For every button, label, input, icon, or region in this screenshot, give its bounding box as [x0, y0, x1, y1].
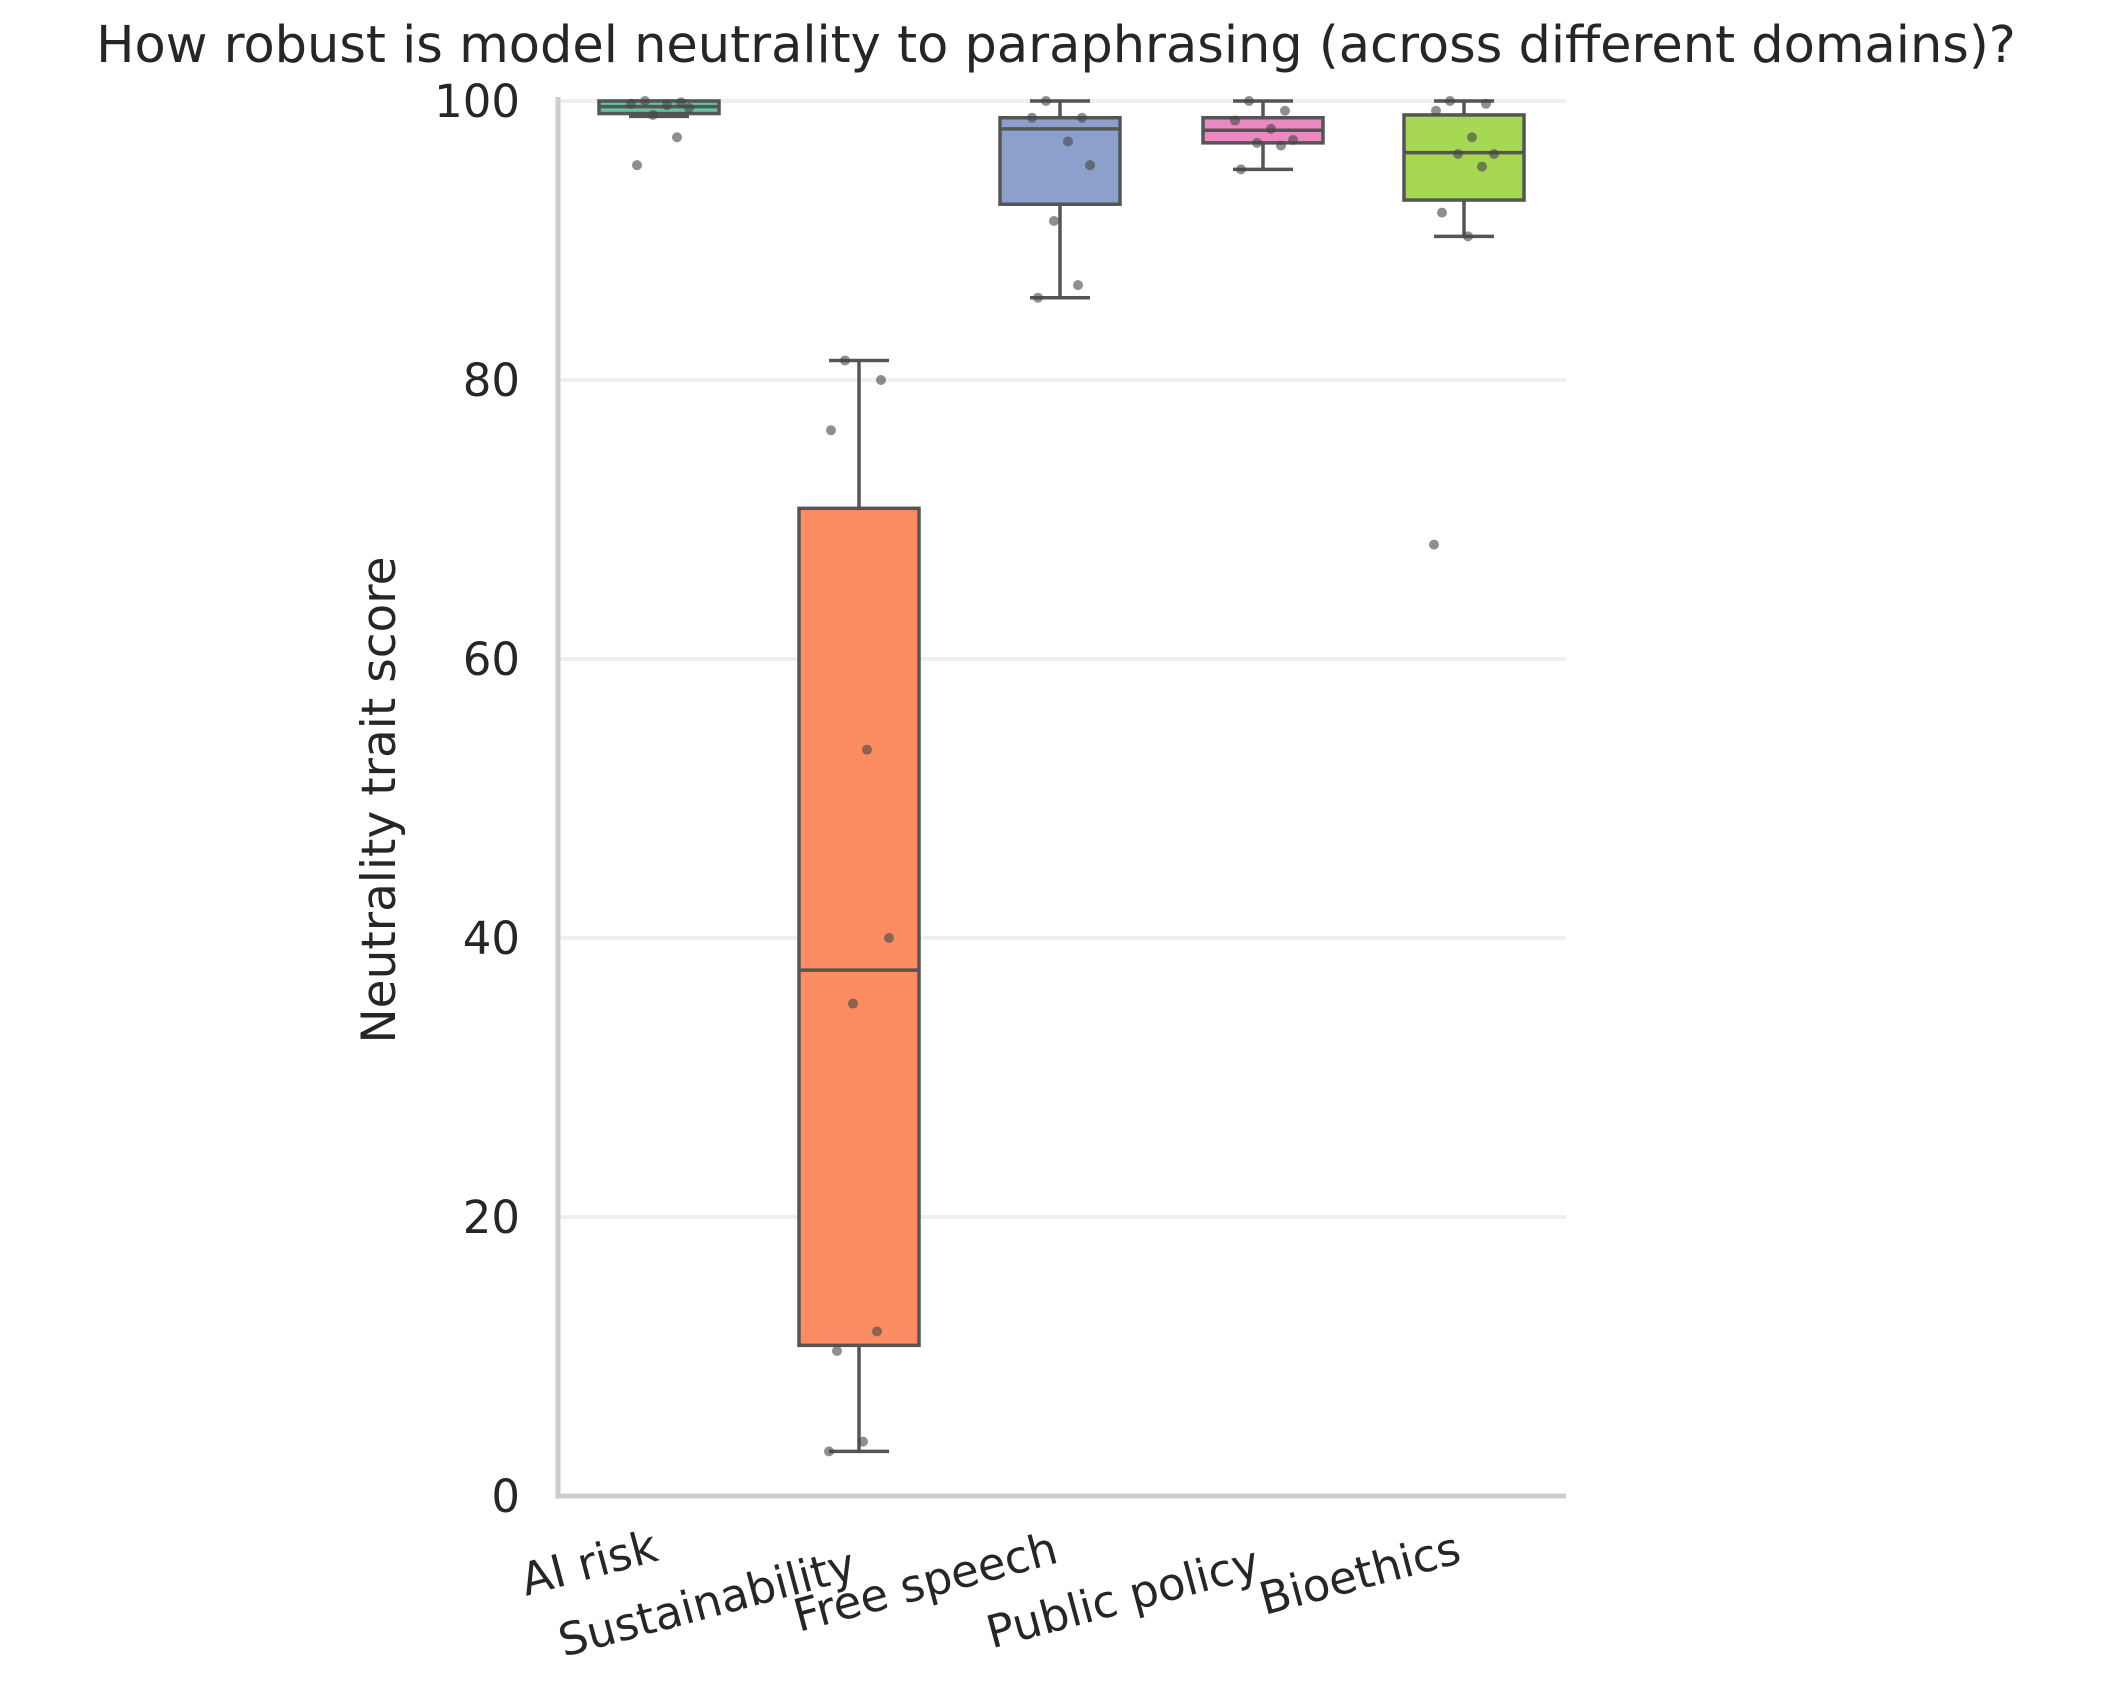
box-free-speech: [998, 99, 1122, 300]
y-tick-label: 80: [463, 354, 520, 407]
y-tick-label: 60: [463, 633, 520, 686]
data-point: [684, 102, 694, 113]
data-point: [1063, 136, 1073, 147]
data-point: [862, 744, 872, 755]
x-tick-label: Bioethics: [1254, 1521, 1466, 1625]
axis-spines: [555, 97, 1566, 1499]
y-tick-label: 20: [463, 1191, 520, 1244]
data-point: [1027, 112, 1037, 123]
data-point: [1244, 96, 1254, 106]
iqr-box: [998, 115, 1122, 206]
data-point: [1230, 115, 1240, 126]
data-point: [1041, 96, 1051, 106]
data-point: [824, 1446, 834, 1457]
iqr-box: [797, 506, 921, 1348]
data-point: [1445, 96, 1455, 106]
data-point: [1453, 149, 1463, 160]
data-points: [626, 96, 1499, 1457]
data-point: [1280, 105, 1290, 116]
data-point: [1252, 137, 1262, 148]
box-bioethics: [1402, 99, 1526, 239]
data-point: [676, 97, 686, 108]
data-point: [1033, 292, 1043, 303]
data-point: [632, 160, 642, 171]
data-point: [1431, 105, 1441, 116]
data-point: [648, 109, 658, 120]
data-point: [1236, 164, 1246, 175]
data-point: [662, 100, 672, 111]
data-point: [1429, 539, 1439, 550]
data-point: [876, 375, 886, 385]
data-point: [1073, 280, 1083, 291]
y-axis-label: Neutrality trait score: [352, 557, 407, 1044]
box-ai-risk: [597, 99, 721, 119]
y-tick-label: 40: [463, 912, 520, 965]
boxes: [597, 99, 1526, 1454]
data-point: [1467, 132, 1477, 143]
data-point: [1463, 231, 1473, 242]
data-point: [1489, 149, 1499, 160]
data-point: [1266, 123, 1276, 134]
data-point: [884, 933, 894, 943]
data-point: [640, 96, 650, 106]
data-point: [840, 355, 850, 366]
chart-title: How robust is model neutrality to paraph…: [96, 16, 2016, 75]
data-point: [832, 1345, 842, 1356]
data-point: [826, 425, 836, 436]
data-point: [1276, 140, 1286, 151]
data-point: [1288, 135, 1298, 146]
data-point: [858, 1436, 868, 1447]
data-point: [626, 98, 636, 109]
data-point: [1085, 160, 1095, 171]
data-point: [1049, 215, 1059, 226]
y-tick-labels: 0 20 40 60 80 100: [434, 75, 520, 1523]
data-point: [1077, 112, 1087, 123]
data-point: [1481, 98, 1491, 109]
box-public-policy: [1201, 99, 1325, 172]
data-point: [1437, 207, 1447, 218]
gridlines: [558, 99, 1566, 1498]
data-point: [872, 1326, 882, 1337]
iqr-box: [1402, 113, 1526, 202]
data-point: [1477, 161, 1487, 172]
y-tick-label: 100: [434, 75, 520, 128]
data-point: [848, 998, 858, 1009]
box-sustainability: [797, 358, 921, 1454]
y-tick-label: 0: [491, 1470, 520, 1523]
data-point: [672, 132, 682, 143]
